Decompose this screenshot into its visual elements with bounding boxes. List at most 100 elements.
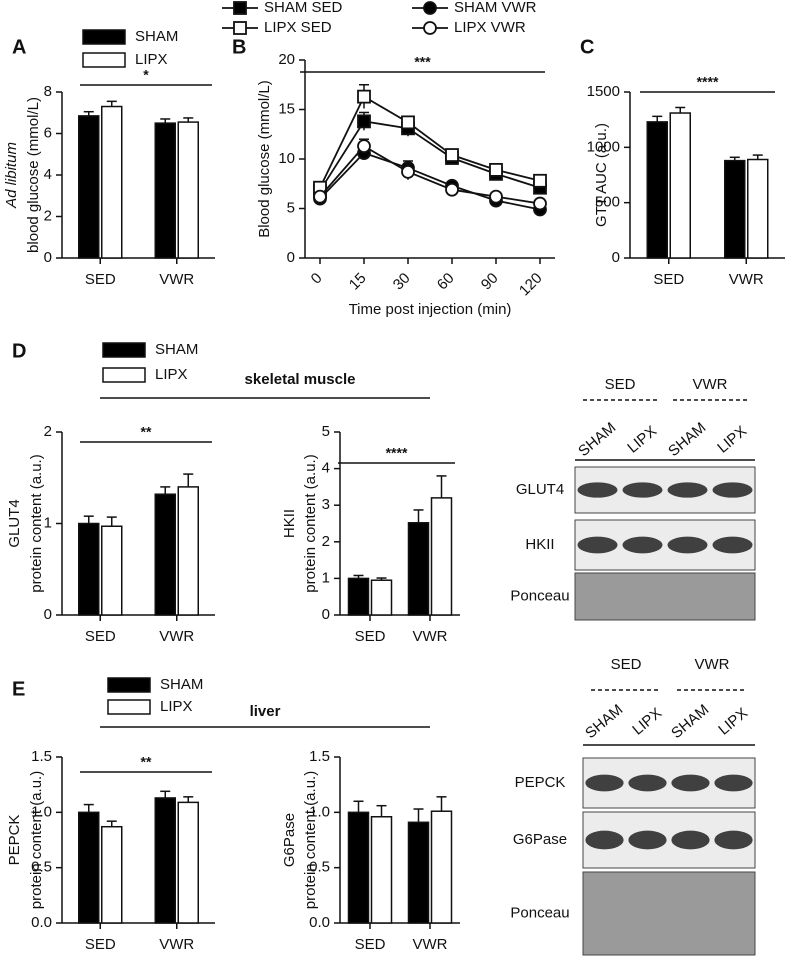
x-tick-label: 0 — [308, 270, 326, 288]
y-tick-label: 2 — [44, 207, 52, 224]
bar — [370, 816, 393, 924]
blot-group-label: VWR — [693, 376, 728, 393]
panel-label: E — [12, 678, 25, 700]
blot-lane-label: LIPX — [624, 423, 660, 457]
blot-lane-label: SHAM — [668, 701, 712, 742]
significance-label: ** — [141, 424, 152, 440]
legend-label: LIPX VWR — [454, 19, 526, 36]
y-tick-label: 3 — [322, 496, 330, 513]
blot-band — [622, 536, 663, 554]
panel-label: A — [12, 36, 26, 58]
significance-label: ** — [141, 754, 152, 770]
chart: 0 5 10 15 20 Blood glucose (mmol/L) *** 0 15 30 60… — [222, 0, 555, 318]
bar — [177, 801, 199, 924]
x-tick-label: SED — [355, 936, 386, 953]
blot-group-label: SED — [611, 656, 642, 673]
legend-swatch — [107, 699, 151, 715]
marker — [233, 1, 247, 15]
marker — [423, 21, 437, 35]
blot-lane-label: SHAM — [665, 419, 709, 460]
legend-label: SHAM — [155, 341, 198, 358]
blot-lane-label: SHAM — [582, 701, 626, 742]
y-tick-label: 0 — [44, 606, 52, 623]
bar — [101, 825, 123, 924]
y-axis-label: PEPCK — [6, 815, 23, 866]
legend-swatch — [102, 367, 146, 383]
legend-label: LIPX — [160, 698, 193, 715]
y-tick-label: 4 — [322, 460, 330, 477]
marker — [445, 148, 459, 162]
blot-lane-label: LIPX — [629, 705, 665, 739]
y-tick-label: 10 — [278, 150, 295, 167]
bar — [177, 121, 199, 259]
y-tick-label: 2 — [44, 423, 52, 440]
marker — [357, 89, 371, 104]
blot-band — [585, 830, 624, 850]
x-tick-label: VWR — [729, 271, 764, 288]
blot-band — [628, 774, 667, 792]
y-tick-label: 1 — [44, 514, 52, 531]
blot-band — [585, 774, 624, 792]
blot-group-label: VWR — [695, 656, 730, 673]
x-tick-label: SED — [85, 628, 116, 645]
y-tick-label: 1.5 — [309, 748, 330, 765]
y-tick-label: 2 — [322, 533, 330, 550]
bar — [370, 579, 393, 616]
y-tick-label: 0 — [44, 249, 52, 266]
significance-label: *** — [414, 54, 431, 70]
legend-swatch — [82, 52, 126, 68]
section-label: skeletal muscle — [245, 371, 356, 388]
bar — [724, 159, 746, 259]
y-axis-label: blood glucose (mmol/L) — [25, 97, 42, 253]
bar — [78, 522, 100, 616]
bar — [154, 797, 176, 924]
blot-row-label: PEPCK — [515, 774, 566, 791]
marker — [313, 189, 327, 204]
chart: 0 1 2 GLUT4 protein content (a.u.) ** SED VWR SH… — [6, 341, 215, 645]
y-tick-label: 1.0 — [31, 803, 52, 820]
chart: 0 2 4 6 8 Ad libitum blood glucose (mmol/L) * SE… — [3, 28, 215, 288]
y-tick-label: 8 — [44, 83, 52, 100]
blot-band — [714, 774, 753, 792]
blot-band — [671, 830, 710, 850]
x-tick-label: VWR — [159, 628, 194, 645]
x-tick-label: 15 — [346, 270, 370, 294]
y-axis-label: GTT AUC (a.u.) — [593, 123, 610, 227]
marker — [533, 196, 547, 211]
bar — [430, 497, 453, 616]
bar — [78, 811, 100, 924]
y-axis-label: protein content (a.u.) — [28, 771, 45, 909]
marker — [357, 139, 371, 154]
blot-band — [622, 482, 663, 498]
x-tick-label: 60 — [434, 270, 458, 294]
legend-label: SHAM SED — [264, 0, 343, 16]
bar — [78, 115, 100, 259]
blot-band — [628, 830, 667, 850]
legend-label: LIPX — [135, 51, 168, 68]
y-tick-label: 4 — [44, 166, 52, 183]
y-tick-label: 5 — [322, 423, 330, 440]
blot-band — [667, 536, 708, 554]
blot-band — [667, 482, 708, 498]
line — [319, 152, 541, 211]
bar — [101, 105, 123, 259]
marker — [445, 182, 459, 197]
y-axis-label: protein content (a.u.) — [302, 771, 319, 909]
blot-image — [582, 871, 756, 956]
y-tick-label: 15 — [278, 100, 295, 117]
y-tick-label: 20 — [278, 51, 295, 68]
legend-swatch — [82, 29, 126, 45]
y-tick-label: 6 — [44, 124, 52, 141]
y-axis-label: Ad libitum — [3, 142, 20, 209]
blot-row-label: G6Pase — [513, 831, 567, 848]
legend-label: SHAM — [160, 676, 203, 693]
blot-band — [671, 774, 710, 792]
line — [319, 120, 541, 192]
bar — [177, 486, 199, 616]
y-tick-label: 5 — [287, 199, 295, 216]
blot-row-label: Ponceau — [510, 587, 569, 604]
marker — [401, 115, 415, 130]
chart: 0.0 0.5 1.0 1.5 PEPCK protein content (a.u.) *… — [6, 676, 215, 953]
